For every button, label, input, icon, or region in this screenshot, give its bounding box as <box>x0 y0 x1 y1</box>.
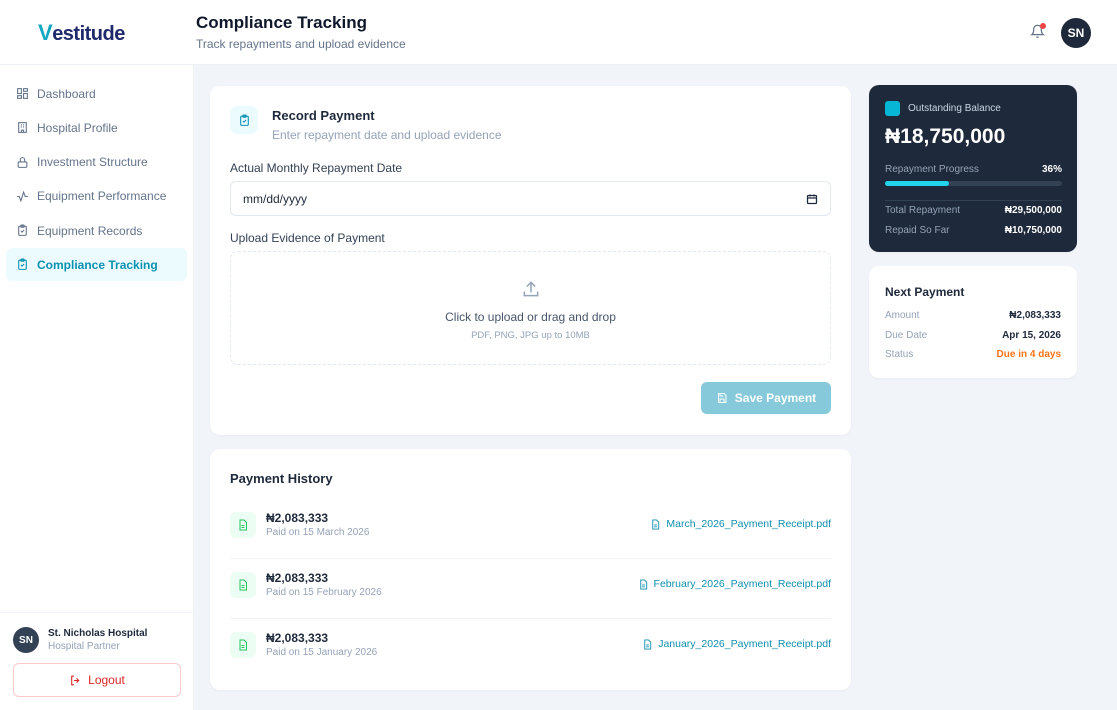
logout-label: Logout <box>88 673 125 687</box>
sidebar-item-dashboard[interactable]: Dashboard <box>6 77 187 110</box>
upload-icon <box>523 281 538 297</box>
sidebar-item-compliance-tracking[interactable]: Compliance Tracking <box>6 248 187 282</box>
progress-label: Repayment Progress <box>885 164 979 175</box>
payment-history-row: ₦2,083,333 Paid on 15 February 2026 Febr… <box>230 559 831 619</box>
hospital-role: Hospital Partner <box>48 641 120 652</box>
user-avatar[interactable]: SN <box>1061 18 1091 48</box>
progress-fill <box>885 181 949 186</box>
notification-dot <box>1040 23 1046 29</box>
page-title: Compliance Tracking <box>196 13 367 32</box>
payment-history-title: Payment History <box>230 471 333 486</box>
sidebar-item-equipment-performance[interactable]: Equipment Performance <box>6 180 187 213</box>
upload-label: Upload Evidence of Payment <box>230 231 385 245</box>
payment-history-row: ₦2,083,333 Paid on 15 March 2026 March_2… <box>230 499 831 559</box>
brand-logo[interactable]: Vestitude <box>38 20 125 46</box>
payment-date: Paid on 15 March 2026 <box>266 527 370 538</box>
repayment-progress-bar <box>885 181 1062 186</box>
payment-date: Paid on 15 January 2026 <box>266 647 378 658</box>
activity-icon <box>17 190 28 203</box>
file-icon <box>230 572 256 598</box>
file-icon <box>230 632 256 658</box>
bell-icon <box>1029 24 1046 38</box>
save-payment-button[interactable]: Save Payment <box>701 382 831 414</box>
payment-date: Paid on 15 February 2026 <box>266 587 382 598</box>
next-payment-card: Next Payment Amount ₦2,083,333 Due Date Ap… <box>869 266 1077 378</box>
sidebar-item-label: Dashboard <box>37 86 96 101</box>
sidebar-nav: Dashboard Hospital Profile Investment St… <box>6 77 187 283</box>
upload-dropzone[interactable]: Click to upload or drag and drop PDF, PN… <box>230 251 831 365</box>
hospital-name: St. Nicholas Hospital <box>48 628 148 639</box>
repaid-label: Repaid So Far <box>885 225 950 236</box>
document-icon <box>639 578 647 590</box>
sidebar-item-label: Hospital Profile <box>37 120 118 135</box>
sidebar-item-hospital-profile[interactable]: Hospital Profile <box>6 111 187 144</box>
repaid-value: ₦10,750,000 <box>1004 225 1062 236</box>
divider <box>885 200 1062 201</box>
sidebar: Dashboard Hospital Profile Investment St… <box>0 65 194 710</box>
clipboard-icon <box>18 224 27 237</box>
sidebar-item-label: Equipment Records <box>37 223 143 238</box>
hospital-avatar: SN <box>13 627 39 653</box>
sidebar-user-section: SN St. Nicholas Hospital Hospital Partne… <box>0 612 194 710</box>
upload-text: Click to upload or drag and drop <box>445 310 616 324</box>
receipt-link[interactable]: January_2026_Payment_Receipt.pdf <box>642 638 831 650</box>
balance-label: Outstanding Balance <box>908 103 1001 114</box>
top-header: Vestitude Compliance Tracking Track repa… <box>0 0 1117 65</box>
balance-value: ₦18,750,000 <box>885 125 1006 148</box>
brand-name: Vestitude <box>38 20 125 45</box>
receipt-link[interactable]: March_2026_Payment_Receipt.pdf <box>650 518 831 530</box>
receipt-filename: March_2026_Payment_Receipt.pdf <box>666 518 831 530</box>
sidebar-item-investment-structure[interactable]: Investment Structure <box>6 146 187 179</box>
receipt-link[interactable]: February_2026_Payment_Receipt.pdf <box>638 578 831 590</box>
status-badge: Due in 4 days <box>996 349 1061 360</box>
clipboard-check-icon <box>18 259 27 271</box>
next-payment-title: Next Payment <box>885 285 965 299</box>
date-label: Actual Monthly Repayment Date <box>230 161 403 175</box>
page-subtitle: Track repayments and upload evidence <box>196 37 406 51</box>
record-payment-subtitle: Enter repayment date and upload evidence <box>272 128 502 142</box>
amount-label: Amount <box>885 310 920 321</box>
record-payment-card: Record Payment Enter repayment date and … <box>210 86 851 435</box>
sidebar-item-equipment-records[interactable]: Equipment Records <box>6 214 187 247</box>
upload-hint: PDF, PNG, JPG up to 10MB <box>471 330 590 341</box>
payment-history-row: ₦2,083,333 Paid on 15 January 2026 Janua… <box>230 619 831 679</box>
total-label: Total Repayment <box>885 205 961 216</box>
save-label: Save Payment <box>734 391 817 405</box>
receipt-filename: February_2026_Payment_Receipt.pdf <box>653 578 831 590</box>
file-icon <box>230 512 256 538</box>
status-label: Status <box>885 349 914 360</box>
record-payment-title: Record Payment <box>272 108 375 123</box>
grid-icon <box>17 88 28 99</box>
logout-button[interactable]: Logout <box>13 663 181 697</box>
due-date-value: Apr 15, 2026 <box>1002 330 1061 341</box>
logout-icon <box>71 675 80 685</box>
calendar-icon[interactable] <box>806 193 818 205</box>
save-icon <box>717 393 727 403</box>
repayment-date-input[interactable]: mm/dd/yyyy <box>230 181 831 216</box>
payment-amount: ₦2,083,333 <box>266 631 329 645</box>
document-icon <box>644 638 652 650</box>
payment-amount: ₦2,083,333 <box>266 511 329 525</box>
document-icon <box>652 518 660 530</box>
outstanding-balance-card: Outstanding Balance ₦18,750,000 Repaymen… <box>869 85 1077 252</box>
balance-icon <box>885 101 900 116</box>
payment-amount: ₦2,083,333 <box>266 571 329 585</box>
notifications-button[interactable] <box>1029 23 1046 44</box>
sidebar-item-label: Compliance Tracking <box>37 257 158 272</box>
sidebar-item-label: Equipment Performance <box>37 189 167 204</box>
progress-value: 36% <box>1041 164 1062 175</box>
building-icon <box>18 122 27 134</box>
lock-icon <box>17 156 28 168</box>
payment-history-card: Payment History ₦2,083,333 Paid on 15 Ma… <box>210 449 851 690</box>
date-placeholder: mm/dd/yyyy <box>243 191 308 206</box>
total-value: ₦29,500,000 <box>1004 205 1062 216</box>
sidebar-item-label: Investment Structure <box>37 155 148 170</box>
amount-value: ₦2,083,333 <box>1009 310 1061 321</box>
receipt-filename: January_2026_Payment_Receipt.pdf <box>658 638 831 650</box>
clipboard-check-icon <box>230 106 258 134</box>
due-date-label: Due Date <box>885 330 928 341</box>
